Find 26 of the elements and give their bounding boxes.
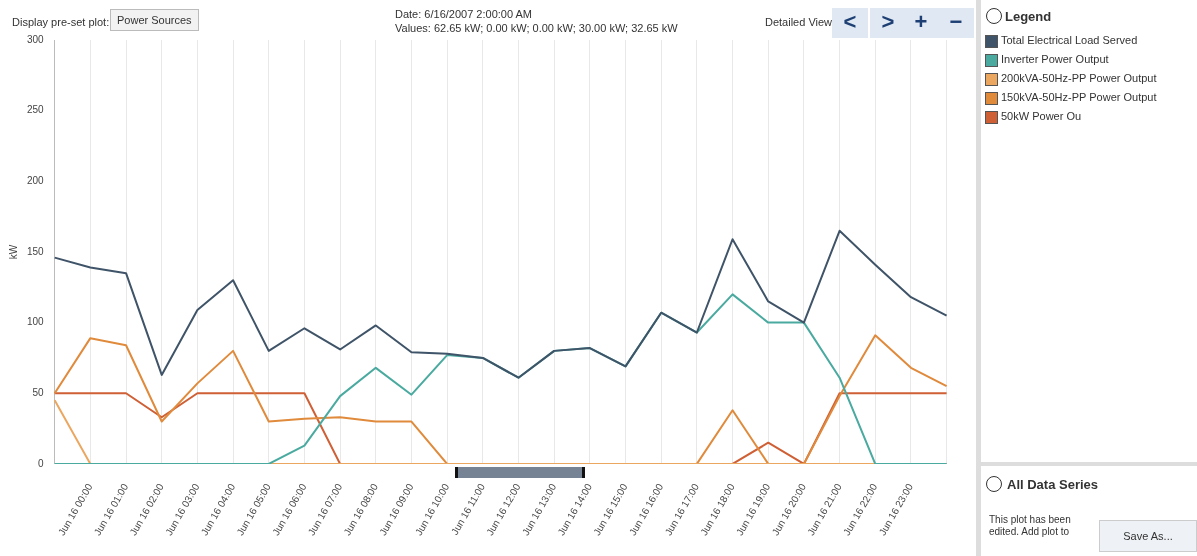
y-axis-title: kW — [7, 244, 19, 260]
y-tick-label: 0 — [38, 457, 45, 469]
text: Power Sources — [110, 9, 199, 31]
text: Detailed View — [765, 16, 833, 28]
text: − — [938, 8, 974, 38]
text: + — [903, 8, 939, 38]
legend-label: 150kVA-50Hz-PP Power Output — [1000, 91, 1157, 105]
y-tick-label: 250 — [27, 104, 45, 116]
y-tick-label: 50 — [32, 387, 45, 399]
legend-label: Inverter Power Output — [1000, 53, 1109, 67]
legend-label: Total Electrical Load Served — [1000, 34, 1138, 48]
y-tick-label: 150 — [27, 245, 45, 257]
legend-title: Legend — [1005, 9, 1052, 24]
legend-label: 50kW Power Ou — [1000, 110, 1082, 124]
text: Values: 62.65 kW; 0.00 kW; 0.00 kW; 30.00 kW; 32.65 kW — [395, 22, 678, 34]
legend-label: 200kVA-50Hz-PP Power Output — [1000, 72, 1157, 86]
y-tick-label: 200 — [27, 175, 45, 187]
text: < — [832, 8, 868, 38]
text: Date: 6/16/2007 2:00:00 AM — [395, 8, 532, 20]
text: > — [870, 8, 906, 38]
text: Display pre-set plot: — [12, 16, 110, 28]
text: Save As... — [1099, 520, 1197, 552]
y-tick-label: 300 — [27, 33, 45, 45]
text: This plot has been edited. Add plot to — [989, 514, 1072, 538]
text: All Data Series — [1007, 477, 1099, 492]
y-tick-label: 100 — [27, 316, 45, 328]
